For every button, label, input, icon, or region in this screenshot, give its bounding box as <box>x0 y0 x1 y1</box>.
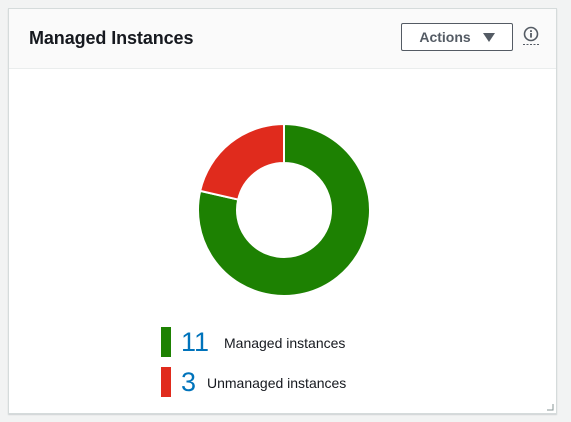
card-title: Managed Instances <box>29 28 194 48</box>
info-icon[interactable] <box>523 26 539 46</box>
actions-button-label: Actions <box>419 29 471 45</box>
legend-swatch-managed <box>161 327 171 357</box>
donut-slice-managed[interactable] <box>197 122 371 297</box>
donut-chart <box>197 122 371 297</box>
managed-count[interactable]: 11 <box>181 327 210 357</box>
resize-handle-icon[interactable] <box>546 403 554 411</box>
actions-button[interactable]: Actions <box>401 23 513 51</box>
managed-label: Managed instances <box>224 335 346 351</box>
managed-instances-card: Managed Instances Actions 11 Managed ins… <box>8 8 557 414</box>
unmanaged-count[interactable]: 3 <box>181 367 197 397</box>
card-header: Managed Instances Actions <box>9 9 556 69</box>
donut-slice-unmanaged[interactable] <box>198 122 285 201</box>
unmanaged-label: Unmanaged instances <box>207 375 347 391</box>
legend-item-unmanaged[interactable]: 3 Unmanaged instances <box>159 367 409 407</box>
legend-item-managed[interactable]: 11 Managed instances <box>159 327 409 367</box>
chart-area: 11 Managed instances 3 Unmanaged instanc… <box>9 69 556 414</box>
legend-swatch-unmanaged <box>161 367 171 397</box>
chart-legend: 11 Managed instances 3 Unmanaged instanc… <box>159 327 409 407</box>
caret-down-icon <box>482 32 495 42</box>
